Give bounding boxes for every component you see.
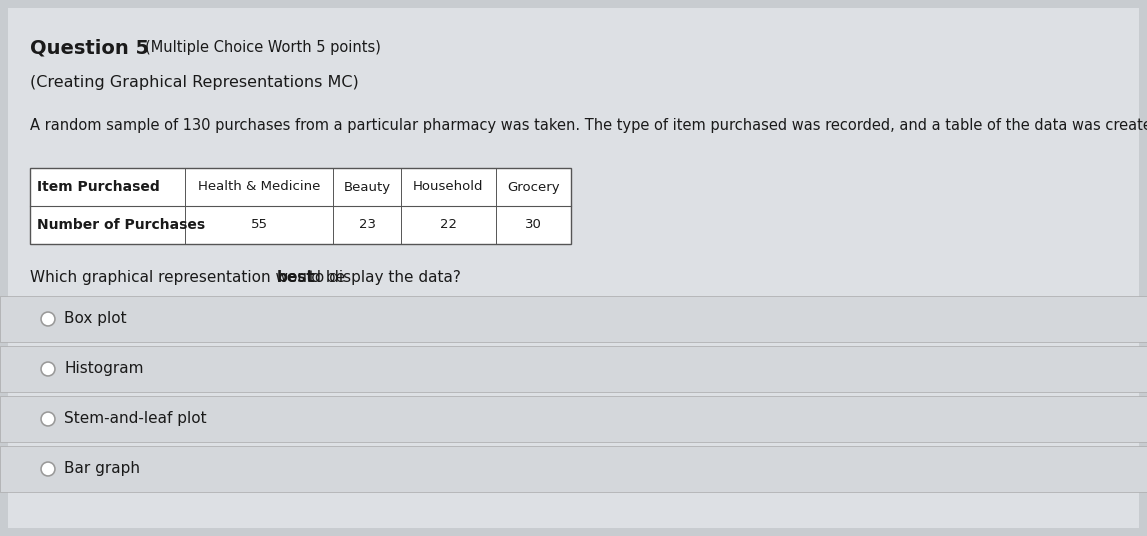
- FancyBboxPatch shape: [8, 8, 1139, 528]
- Text: Stem-and-leaf plot: Stem-and-leaf plot: [64, 412, 206, 427]
- Text: 55: 55: [250, 219, 267, 232]
- Circle shape: [41, 312, 55, 326]
- Text: Box plot: Box plot: [64, 311, 126, 326]
- Text: Household: Household: [413, 181, 484, 193]
- Text: (Multiple Choice Worth 5 points): (Multiple Choice Worth 5 points): [145, 40, 381, 55]
- FancyBboxPatch shape: [0, 296, 1147, 342]
- Circle shape: [41, 412, 55, 426]
- Text: Number of Purchases: Number of Purchases: [37, 218, 205, 232]
- Text: to display the data?: to display the data?: [304, 270, 461, 285]
- FancyBboxPatch shape: [0, 346, 1147, 392]
- Text: (Creating Graphical Representations MC): (Creating Graphical Representations MC): [30, 75, 359, 90]
- FancyBboxPatch shape: [30, 168, 571, 244]
- Text: A random sample of 130 purchases from a particular pharmacy was taken. The type : A random sample of 130 purchases from a …: [30, 118, 1147, 133]
- Text: Health & Medicine: Health & Medicine: [197, 181, 320, 193]
- Text: 22: 22: [440, 219, 457, 232]
- Text: Grocery: Grocery: [507, 181, 560, 193]
- Text: Question 5: Question 5: [30, 38, 149, 57]
- Circle shape: [41, 362, 55, 376]
- FancyBboxPatch shape: [0, 396, 1147, 442]
- Text: Beauty: Beauty: [343, 181, 391, 193]
- Text: 23: 23: [359, 219, 375, 232]
- Text: 30: 30: [525, 219, 541, 232]
- Text: Bar graph: Bar graph: [64, 461, 140, 477]
- FancyBboxPatch shape: [0, 446, 1147, 492]
- Text: Which graphical representation would be: Which graphical representation would be: [30, 270, 350, 285]
- Circle shape: [41, 462, 55, 476]
- Text: best: best: [278, 270, 314, 285]
- Text: Histogram: Histogram: [64, 361, 143, 376]
- Text: Item Purchased: Item Purchased: [37, 180, 159, 194]
